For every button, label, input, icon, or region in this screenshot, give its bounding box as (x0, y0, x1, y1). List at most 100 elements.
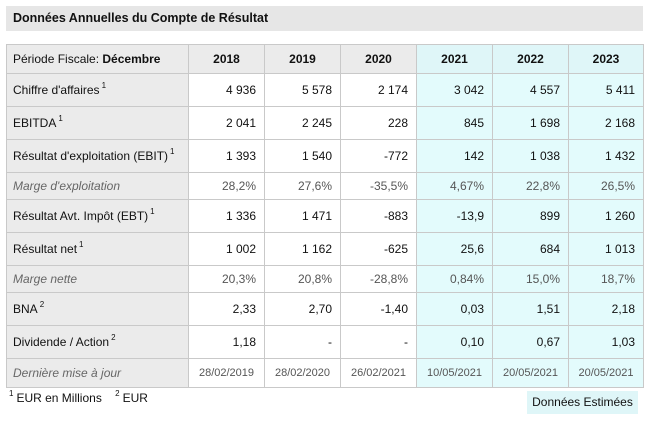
footnote-mark: 1 (9, 389, 14, 398)
year-header: 2020 (340, 44, 417, 74)
table-row: Résultat Avt. Impôt (EBT) 1 1 336 1 471 -883… (6, 199, 644, 233)
table-row: Résultat net 1 1 002 1 162 -625 25,6 684 1 013 (6, 232, 644, 266)
value-cell: 1 002 (188, 232, 265, 266)
value-cell: - (264, 325, 341, 359)
footnote-ref: 1 (150, 207, 155, 216)
year-header-estimated: 2021 (416, 44, 493, 74)
value-cell: 18,7% (568, 265, 644, 293)
value-cell: 25,6 (416, 232, 493, 266)
value-cell: 0,10 (416, 325, 493, 359)
footnotes: 1 EUR en Millions 2 EUR (9, 389, 148, 405)
value-cell: 1 432 (568, 139, 644, 173)
table-row: BNA 2 2,33 2,70 -1,40 0,03 1,51 2,18 (6, 292, 644, 326)
table-row: Marge d'exploitation 28,2% 27,6% -35,5% 4,67… (6, 172, 644, 200)
value-cell: 1 540 (264, 139, 341, 173)
footnote-ref: 1 (170, 147, 175, 156)
row-label: Résultat Avt. Impôt (EBT) 1 (6, 199, 189, 233)
value-cell: 228 (340, 106, 417, 140)
last-update-date: 10/05/2021 (416, 358, 493, 388)
last-update-date: 20/05/2021 (568, 358, 644, 388)
row-label-text: Chiffre d'affaires (13, 83, 100, 97)
value-cell: 0,03 (416, 292, 493, 326)
row-label: Résultat net 1 (6, 232, 189, 266)
last-update-date: 28/02/2019 (188, 358, 265, 388)
row-label: Dividende / Action 2 (6, 325, 189, 359)
table-row: Marge nette 20,3% 20,8% -28,8% 0,84% 15,0% 18,… (6, 265, 644, 293)
last-update-date: 20/05/2021 (492, 358, 569, 388)
fiscal-period-header: Période Fiscale: Décembre (6, 44, 189, 74)
value-cell: 26,5% (568, 172, 644, 200)
section-title: Données Annuelles du Compte de Résultat (6, 6, 643, 31)
value-cell: 2,18 (568, 292, 644, 326)
value-cell: 1 260 (568, 199, 644, 233)
footnote-ref: 1 (79, 240, 84, 249)
value-cell: 20,3% (188, 265, 265, 293)
value-cell: 2,33 (188, 292, 265, 326)
year-header: 2019 (264, 44, 341, 74)
row-label-text: Dividende / Action (13, 335, 110, 349)
row-label-text: Résultat d'exploitation (EBIT) (13, 149, 169, 163)
table-row: Chiffre d'affaires 1 4 936 5 578 2 174 3 042 4… (6, 73, 644, 107)
value-cell: 1 336 (188, 199, 265, 233)
value-cell: 2 041 (188, 106, 265, 140)
table-row: EBITDA 1 2 041 2 245 228 845 1 698 2 168 (6, 106, 644, 140)
value-cell: 27,6% (264, 172, 341, 200)
value-cell: 142 (416, 139, 493, 173)
value-cell: 3 042 (416, 73, 493, 107)
value-cell: 1 038 (492, 139, 569, 173)
table-row: Dividende / Action 2 1,18- -0,10 0,67 1,03 (6, 325, 644, 359)
value-cell: 4,67% (416, 172, 493, 200)
row-label-text: Résultat net (13, 242, 78, 256)
value-cell: -1,40 (340, 292, 417, 326)
value-cell: 1,51 (492, 292, 569, 326)
value-cell: 684 (492, 232, 569, 266)
value-cell: -625 (340, 232, 417, 266)
value-cell: -13,9 (416, 199, 493, 233)
header-row: Période Fiscale: Décembre 2018 2019 2020… (6, 44, 644, 74)
row-label-text: Résultat Avt. Impôt (EBT) (13, 209, 149, 223)
income-statement-table: Période Fiscale: Décembre 2018 2019 2020… (6, 44, 644, 388)
fiscal-period-label: Période Fiscale: (13, 52, 103, 66)
value-cell: 1,03 (568, 325, 644, 359)
value-cell: 1 162 (264, 232, 341, 266)
row-label-text: BNA (13, 302, 38, 316)
value-cell: 1 471 (264, 199, 341, 233)
value-cell: -883 (340, 199, 417, 233)
footnote-text: EUR (122, 391, 148, 405)
footnote-ref: 2 (39, 300, 45, 309)
year-header-estimated: 2022 (492, 44, 569, 74)
row-label: Marge nette (6, 265, 189, 293)
value-cell: 1 698 (492, 106, 569, 140)
value-cell: -35,5% (340, 172, 417, 200)
value-cell: 1,18 (188, 325, 265, 359)
value-cell: - (340, 325, 417, 359)
footnote-ref: 2 (111, 333, 116, 342)
row-label: Marge d'exploitation (6, 172, 189, 200)
value-cell: 5 411 (568, 73, 644, 107)
value-cell: 4 936 (188, 73, 265, 107)
value-cell: 5 578 (264, 73, 341, 107)
footnote-ref: 1 (58, 114, 63, 123)
value-cell: 2 174 (340, 73, 417, 107)
value-cell: 22,8% (492, 172, 569, 200)
year-header: 2018 (188, 44, 265, 74)
row-label: Chiffre d'affaires 1 (6, 73, 189, 107)
row-label-text: Marge d'exploitation (13, 179, 121, 193)
footnote-mark: 2 (115, 389, 120, 398)
value-cell: 2 168 (568, 106, 644, 140)
last-update-row: Dernière mise à jour 28/02/2019 28/02/2020… (6, 358, 644, 388)
value-cell: 28,2% (188, 172, 265, 200)
value-cell: 1 013 (568, 232, 644, 266)
last-update-date: 28/02/2020 (264, 358, 341, 388)
value-cell: -28,8% (340, 265, 417, 293)
year-header-estimated: 2023 (568, 44, 644, 74)
last-update-date: 26/02/2021 (340, 358, 417, 388)
value-cell: 2 245 (264, 106, 341, 140)
value-cell: 4 557 (492, 73, 569, 107)
footnote-text: EUR en Millions (16, 391, 102, 405)
last-update-label: Dernière mise à jour (6, 358, 189, 388)
footnote-ref: 1 (101, 81, 107, 90)
row-label-text: Marge nette (13, 272, 78, 286)
row-label: Résultat d'exploitation (EBIT) 1 (6, 139, 189, 173)
value-cell: 899 (492, 199, 569, 233)
